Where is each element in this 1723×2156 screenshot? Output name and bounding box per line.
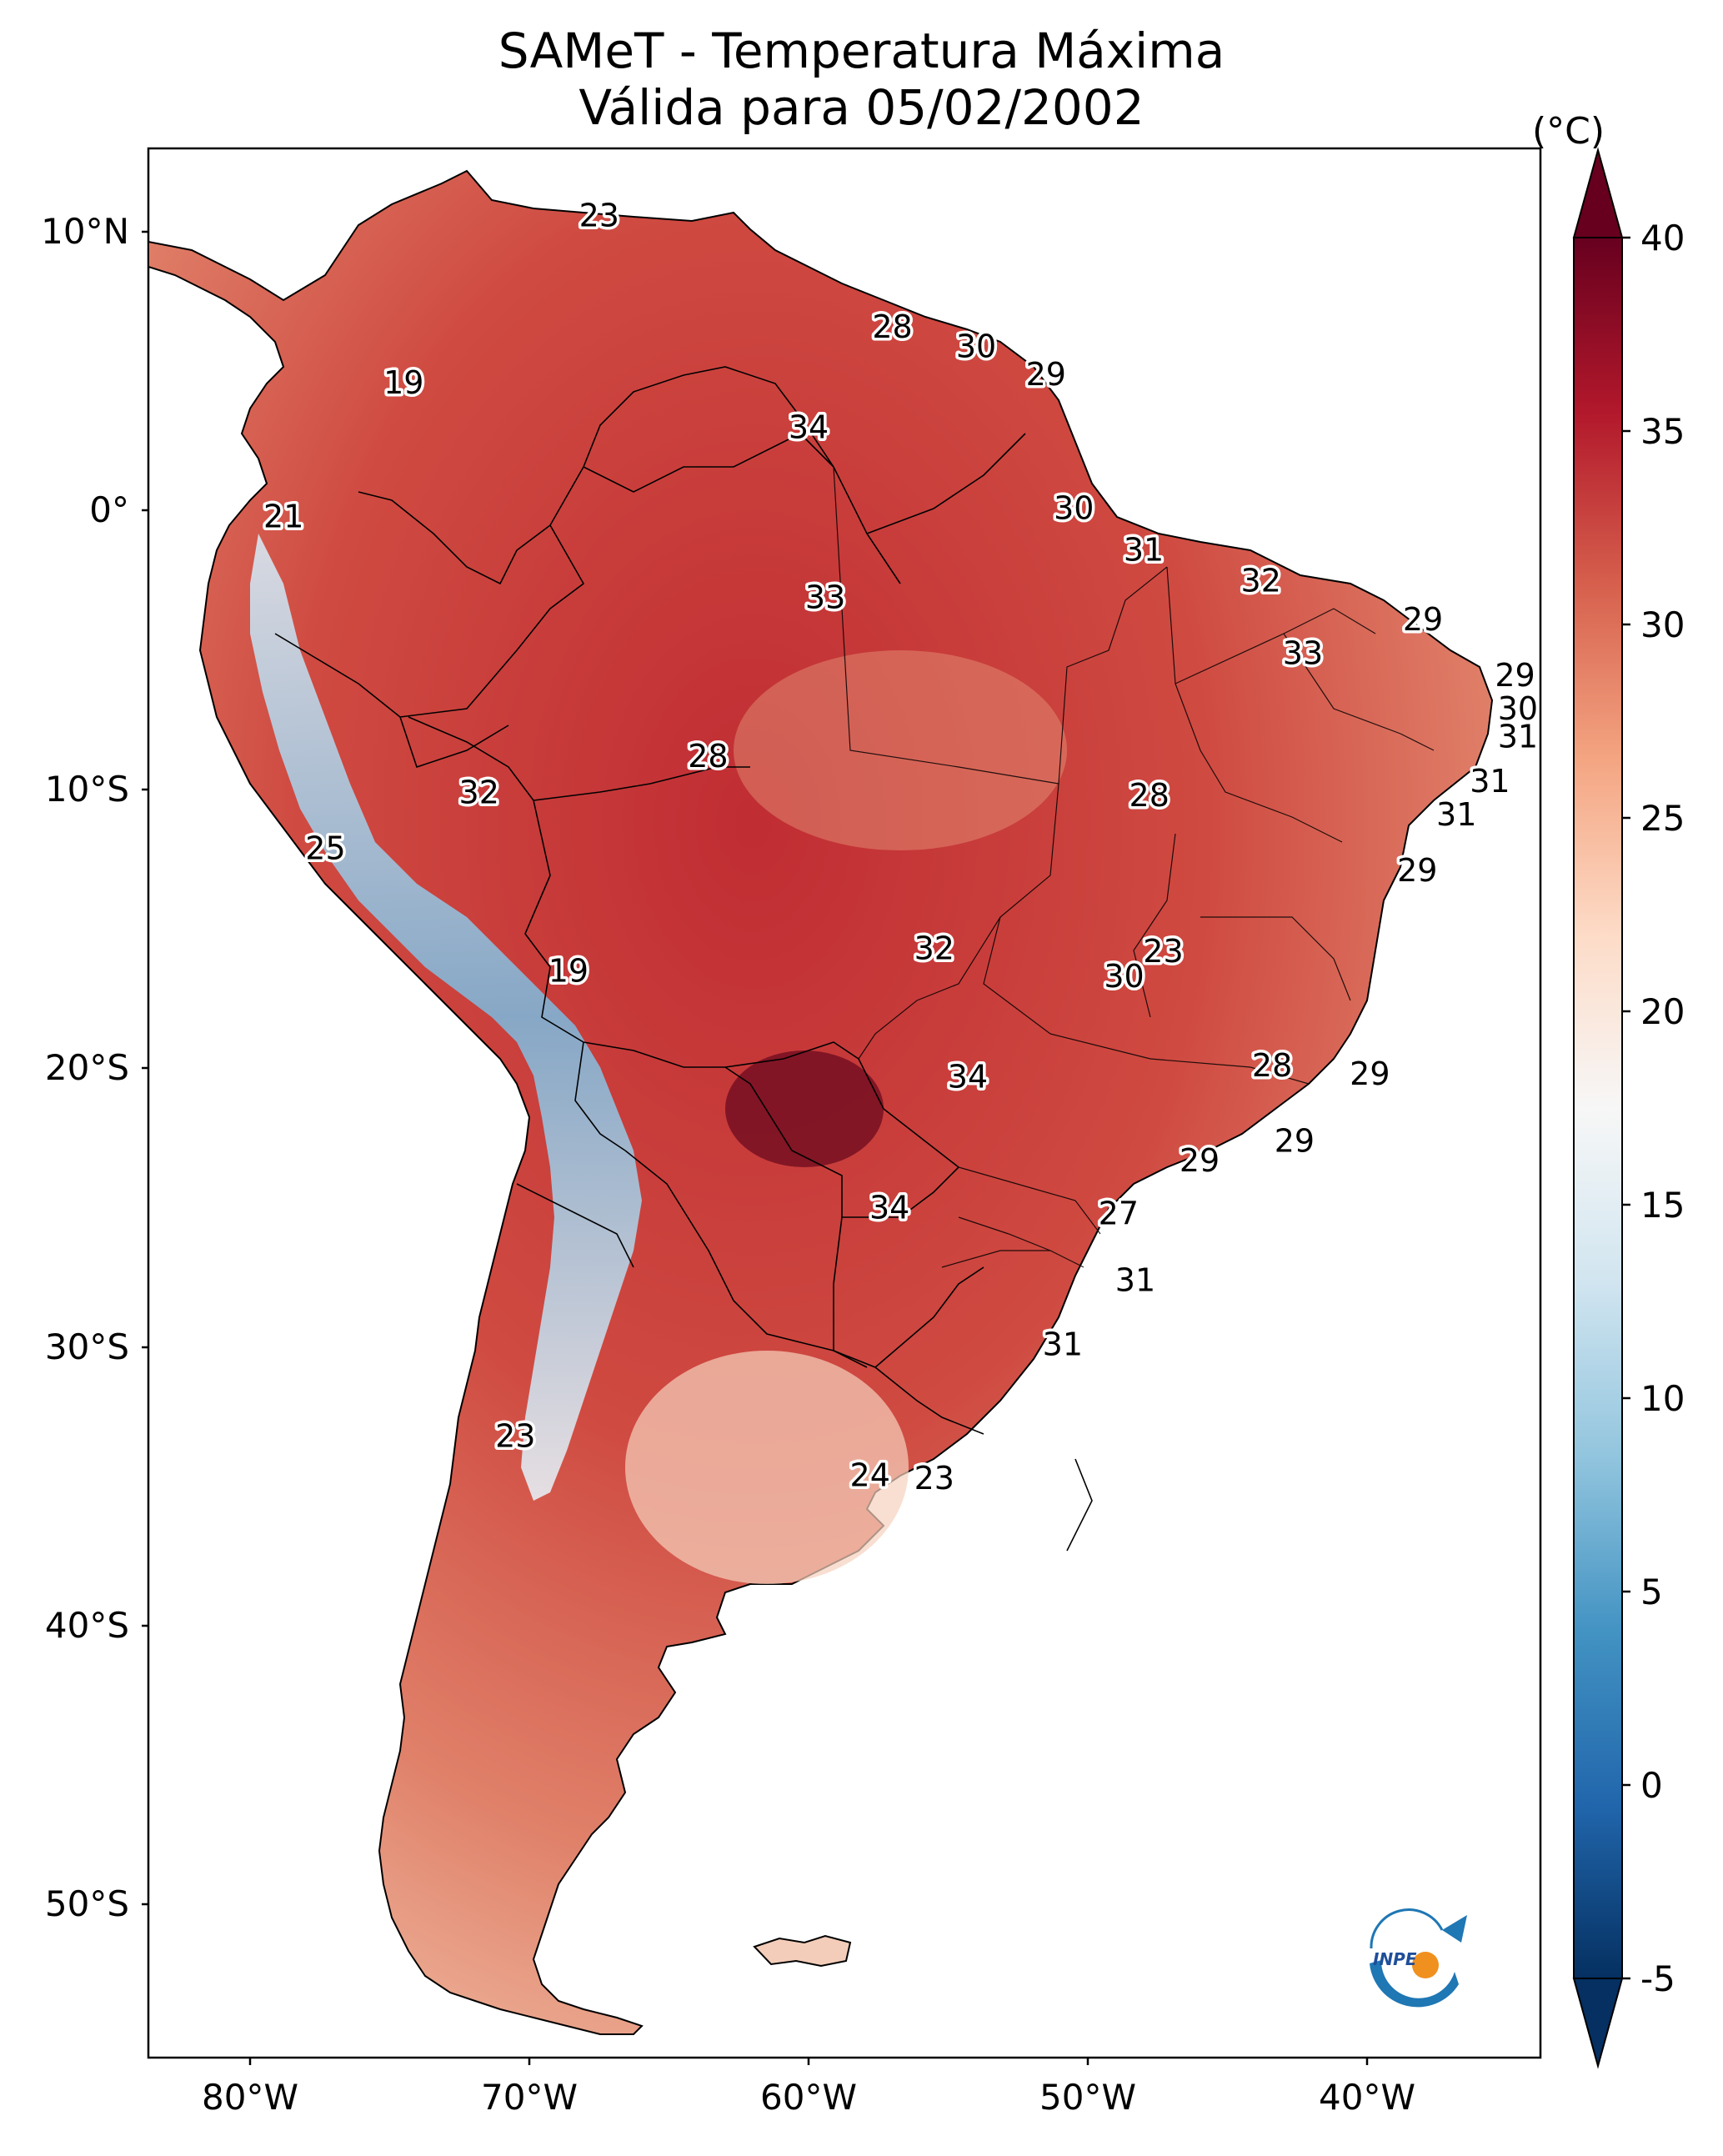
temperature-label: 31 (1115, 1262, 1155, 1299)
map-subtitle: Válida para 05/02/2002 (579, 79, 1144, 136)
temperature-label: 29 (1403, 601, 1443, 638)
temperature-label: 32 (459, 774, 499, 810)
temperature-label: 33 (1283, 634, 1323, 671)
temperature-label: 30 (1054, 490, 1094, 527)
temperature-label: 33 (805, 579, 845, 615)
temperature-label: 23 (579, 197, 619, 233)
latitude-axis: 10°N 0° 10°S 20°S 30°S 40°S 50°S (41, 211, 148, 1924)
lon-label-40w: 40°W (1319, 2077, 1415, 2118)
colorbar-tick-label: 0 (1640, 1765, 1663, 1806)
longitude-axis: 80°W 70°W 60°W 50°W 40°W (202, 2058, 1415, 2118)
colorbar-tick-label: -5 (1640, 1958, 1675, 1999)
state-borders (833, 466, 1435, 1268)
temperature-label: 29 (1275, 1122, 1315, 1159)
colorbar-tick-label: 35 (1640, 411, 1685, 452)
temperature-label: 28 (1252, 1047, 1292, 1084)
colorbar-tick-label: 10 (1640, 1378, 1685, 1419)
lat-label-10s: 10°S (45, 769, 129, 810)
temperature-label: 34 (789, 409, 829, 446)
colorbar-tick-label: 5 (1640, 1572, 1663, 1612)
temperature-label: 28 (872, 308, 912, 345)
temperature-label: 31 (1124, 532, 1164, 569)
temperature-label: 27 (1099, 1195, 1139, 1231)
colorbar-ticks: 40 35 30 25 20 15 10 5 0 -5 (1622, 218, 1685, 1999)
lon-label-50w: 50°W (1039, 2077, 1136, 2118)
temperature-label: 30 (1104, 958, 1144, 995)
pampas-cooler-area (625, 1351, 909, 1584)
falkland-islands (753, 1934, 852, 1968)
temperature-label: 29 (1180, 1142, 1220, 1179)
paraguay-hot-spot (725, 1050, 884, 1167)
colorbar-tick-label: 20 (1640, 991, 1685, 1032)
temperature-label: 32 (914, 930, 954, 967)
temperature-label: 34 (948, 1058, 988, 1095)
lat-label-20s: 20°S (45, 1047, 129, 1088)
temperature-label: 23 (1143, 933, 1183, 970)
inpe-logo: INPE (1370, 1908, 1467, 2008)
temperature-label: 30 (1498, 690, 1538, 727)
temperature-label: 19 (548, 952, 589, 989)
colorbar: 40 35 30 25 20 15 10 5 0 -5 (1572, 147, 1685, 2069)
temperature-label: 31 (1043, 1326, 1083, 1362)
inpe-logo-text: INPE (1373, 1949, 1417, 1969)
temperature-label: 28 (1129, 777, 1170, 814)
colorbar-tick-label: 40 (1640, 218, 1685, 258)
central-brazil-cooler-area (734, 650, 1067, 850)
lon-label-70w: 70°W (481, 2077, 578, 2118)
temperature-label: 25 (305, 830, 345, 866)
lat-label-30s: 30°S (45, 1326, 129, 1367)
temperature-label: 31 (1470, 763, 1510, 800)
temperature-label: 29 (1350, 1055, 1390, 1092)
country-borders (274, 366, 1093, 1552)
temperature-label: 31 (1498, 719, 1538, 755)
colorbar-tick-label: 15 (1640, 1185, 1685, 1226)
lon-label-60w: 60°W (760, 2077, 857, 2118)
temperature-label: 29 (1397, 852, 1437, 889)
andes-cold-band (250, 534, 642, 1501)
colorbar-tick-label: 25 (1640, 798, 1685, 839)
map-title: SAMeT - Temperatura Máxima (498, 23, 1225, 79)
map-content (148, 169, 1494, 2035)
lat-label-40s: 40°S (45, 1605, 129, 1646)
lat-label-0: 0° (89, 489, 129, 530)
temperature-label: 32 (1241, 562, 1281, 599)
temperature-label: 30 (956, 328, 996, 365)
temperature-label: 23 (495, 1418, 535, 1455)
temperature-label: 21 (263, 499, 303, 535)
temperature-label: 23 (914, 1460, 954, 1497)
temperature-label: 28 (688, 738, 728, 775)
lon-label-80w: 80°W (202, 2077, 298, 2118)
temperature-label: 24 (850, 1457, 890, 1494)
colorbar-bar (1573, 237, 1623, 1979)
temperature-label: 34 (869, 1190, 909, 1226)
temperature-label: 19 (383, 364, 423, 401)
colorbar-min-arrow (1572, 1978, 1624, 2069)
temperature-label: 29 (1495, 657, 1535, 694)
colorbar-unit: (°C) (1532, 110, 1605, 153)
lat-label-50s: 50°S (45, 1883, 129, 1924)
temperature-label: 31 (1436, 796, 1476, 833)
colorbar-tick-label: 30 (1640, 604, 1685, 645)
temperature-label: 29 (1026, 356, 1066, 393)
colorbar-max-arrow (1572, 147, 1624, 238)
lat-label-10n: 10°N (41, 211, 129, 252)
